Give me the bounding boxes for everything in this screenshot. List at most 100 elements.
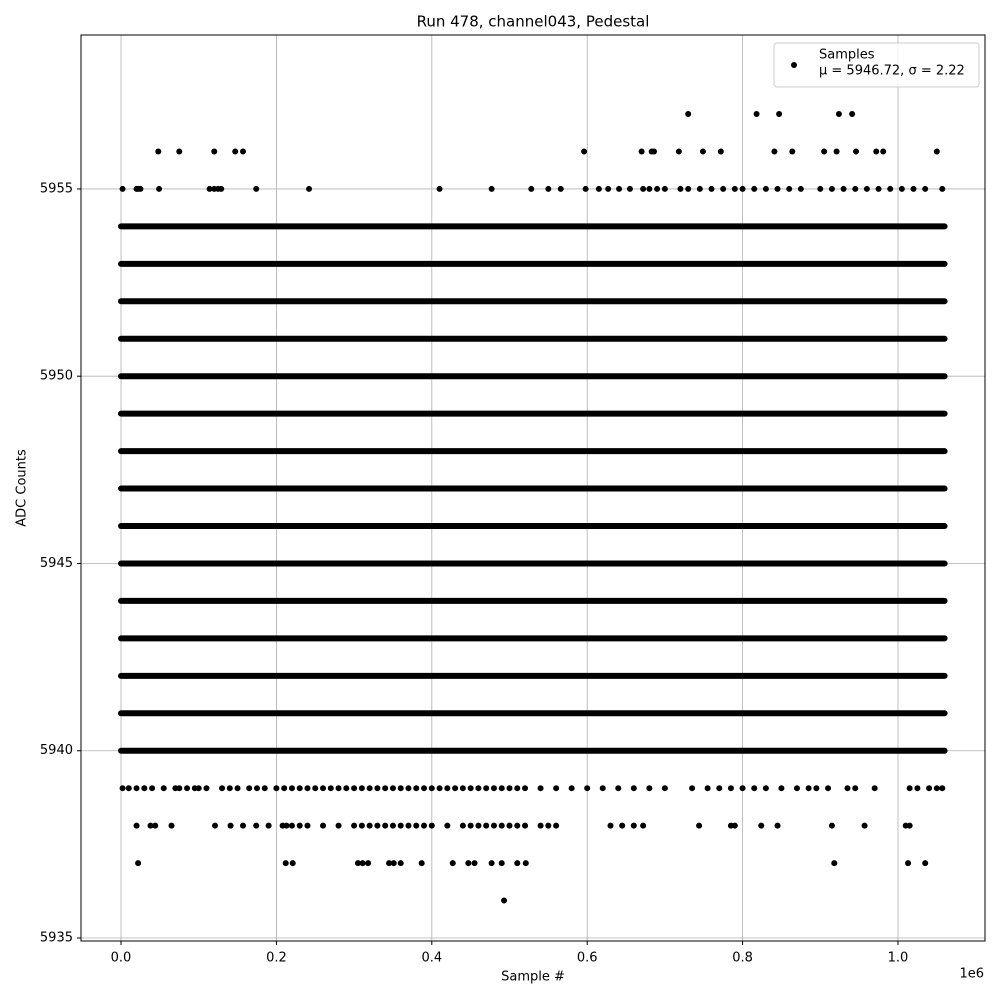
sample-point: [304, 822, 311, 829]
sample-point: [459, 785, 466, 792]
sample-point: [212, 822, 219, 829]
sample-point: [537, 822, 544, 829]
sample-point: [537, 785, 544, 792]
sample-point: [155, 148, 162, 155]
sample-point: [873, 148, 880, 155]
sample-point: [471, 860, 478, 867]
sample-point: [283, 822, 290, 829]
sample-point: [354, 860, 361, 867]
sample-point: [863, 185, 870, 192]
sample-point: [774, 185, 781, 192]
sample-point: [640, 185, 647, 192]
sample-point: [677, 185, 684, 192]
sample-point: [195, 785, 202, 792]
sample-point: [226, 785, 233, 792]
sample-point: [599, 785, 606, 792]
sample-point: [498, 860, 505, 867]
sample-point: [828, 185, 835, 192]
sample-point: [910, 185, 917, 192]
sample-point: [939, 785, 946, 792]
sample-point: [149, 785, 156, 792]
sample-point: [778, 785, 785, 792]
legend-marker: [791, 62, 797, 68]
sample-point: [607, 822, 614, 829]
sample-point: [898, 185, 905, 192]
sample-point: [246, 785, 253, 792]
sample-point: [288, 785, 295, 792]
sample-point: [545, 822, 552, 829]
sample-point: [739, 185, 746, 192]
sample-point: [436, 785, 443, 792]
sample-point: [880, 148, 887, 155]
sample-point: [203, 785, 210, 792]
sample-point: [553, 785, 560, 792]
sample-point: [405, 785, 412, 792]
sample-point: [137, 185, 144, 192]
sample-point: [640, 822, 647, 829]
sample-point: [501, 897, 508, 904]
sample-point: [147, 822, 154, 829]
chart-title: Run 478, channel043, Pedestal: [417, 13, 650, 31]
sample-point: [685, 111, 692, 118]
sample-point: [853, 148, 860, 155]
sample-point: [289, 860, 296, 867]
sample-point: [498, 822, 505, 829]
sample-point: [282, 860, 289, 867]
sample-point: [661, 185, 668, 192]
sample-point: [490, 822, 497, 829]
sample-point: [871, 785, 878, 792]
x-offset-label: 1e6: [959, 967, 984, 982]
sample-point: [253, 785, 260, 792]
sample-point: [428, 785, 435, 792]
sample-point: [239, 822, 246, 829]
sample-point: [444, 822, 451, 829]
sample-point: [751, 785, 758, 792]
sample-point: [475, 785, 482, 792]
sample-point: [630, 822, 637, 829]
sample-point: [498, 785, 505, 792]
sample-point: [176, 785, 183, 792]
x-tick-label: 1.0: [888, 951, 909, 966]
sample-point: [789, 148, 796, 155]
legend-label: Samples: [819, 48, 875, 63]
sample-point: [727, 785, 734, 792]
sample-point: [428, 822, 435, 829]
x-tick-label: 0.0: [111, 951, 132, 966]
sample-point: [483, 822, 490, 829]
sample-point: [689, 785, 696, 792]
sample-point: [397, 860, 404, 867]
sample-point: [265, 822, 272, 829]
sample-point: [852, 185, 859, 192]
sample-point: [553, 822, 560, 829]
sample-point: [467, 822, 474, 829]
sample-point: [568, 785, 575, 792]
sample-point: [184, 785, 191, 792]
sample-point: [731, 185, 738, 192]
sample-point: [488, 860, 495, 867]
sample-point: [905, 860, 912, 867]
sample-point: [852, 785, 859, 792]
sample-point: [351, 822, 358, 829]
y-tick-label: 5950: [40, 369, 73, 384]
sample-point: [506, 785, 513, 792]
sample-point: [584, 785, 591, 792]
sample-point: [514, 785, 521, 792]
plot-frame: [80, 34, 986, 942]
sample-point: [581, 148, 588, 155]
sample-point: [926, 785, 933, 792]
sample-point: [835, 111, 842, 118]
sample-point: [320, 785, 327, 792]
sample-point: [296, 822, 303, 829]
y-tick-label: 5955: [40, 181, 73, 196]
sample-point: [261, 785, 268, 792]
sample-point: [825, 785, 832, 792]
sample-point: [522, 860, 529, 867]
sample-point: [405, 822, 412, 829]
sample-point: [160, 785, 167, 792]
sample-point: [382, 785, 389, 792]
sample-point: [630, 785, 637, 792]
sample-point: [306, 185, 313, 192]
sample-point: [751, 185, 758, 192]
sample-point: [774, 822, 781, 829]
